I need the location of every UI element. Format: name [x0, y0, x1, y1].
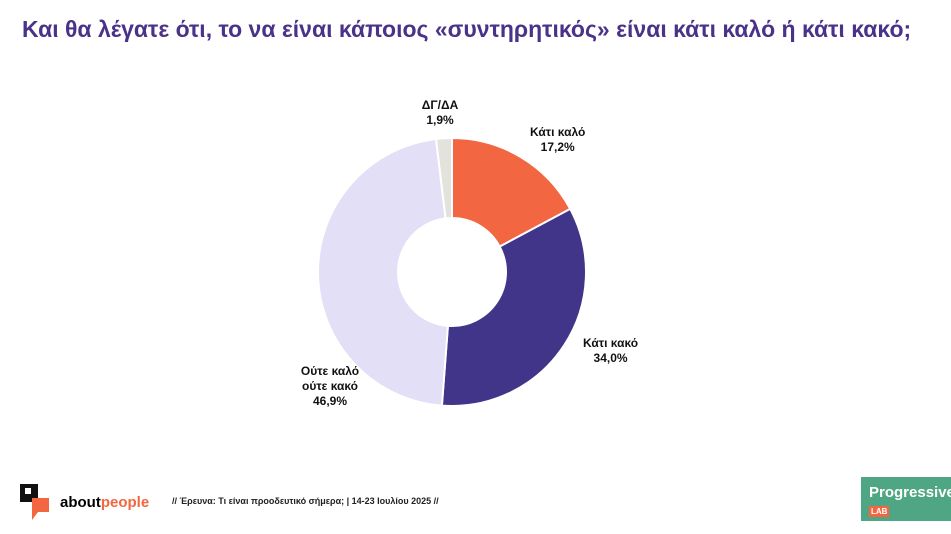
donut-slice-2: [317, 137, 450, 407]
label-kati-kako: Κάτι κακό 34,0%: [583, 336, 639, 365]
source-note: // Έρευνα: Τι είναι προοδευτικό σήμερα; …: [172, 496, 439, 506]
donut-slice-0: [451, 136, 572, 248]
aboutpeople-logo: aboutpeople: [20, 484, 149, 520]
brand-about: about: [60, 493, 101, 511]
logo-icon: [20, 484, 49, 520]
label-dg-da: ΔΓ/ΔΑ 1,9%: [421, 98, 459, 127]
page-title: Και θα λέγατε ότι, το να είναι κάποιος «…: [22, 16, 912, 42]
donut-slice-1: [440, 207, 587, 407]
label-kati-kalo: Κάτι καλό 17,2%: [530, 125, 586, 154]
donut-slice-3: [434, 136, 453, 220]
progressive-lab-logo: Progressive LAB: [861, 477, 951, 521]
label-oute: Ούτε καλό ούτε κακό 46,9%: [300, 364, 360, 408]
brand-people: people: [100, 493, 150, 511]
